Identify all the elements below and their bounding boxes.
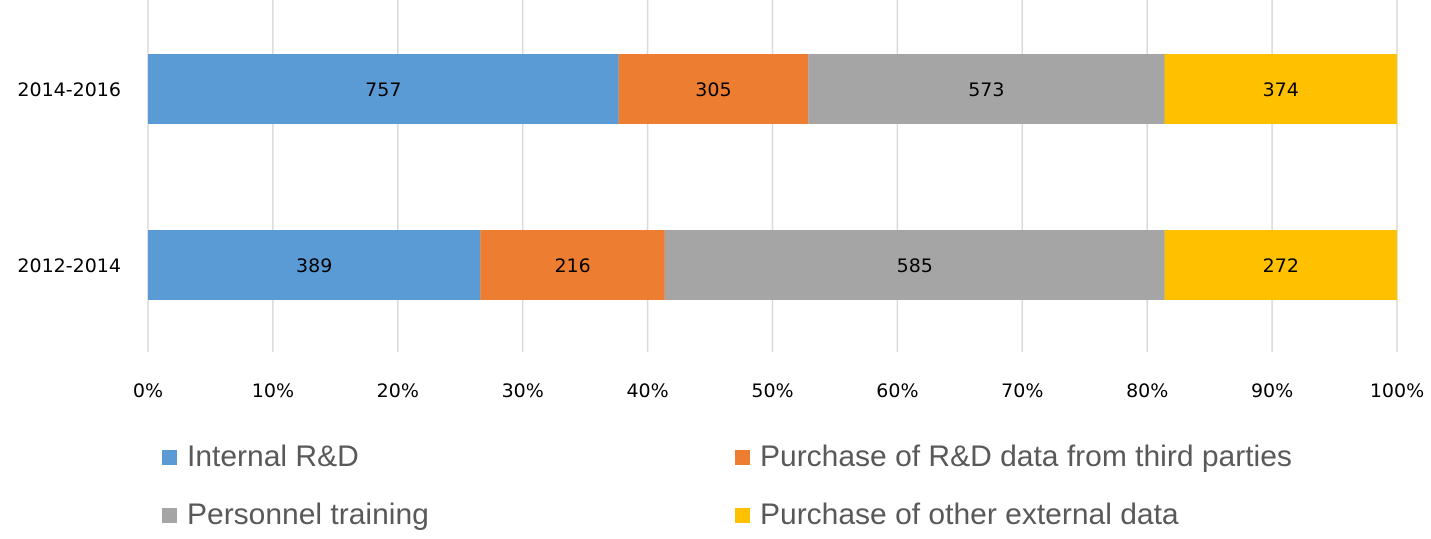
x-tick-label: 80% [1126, 380, 1168, 402]
x-tick-label: 100% [1370, 380, 1424, 402]
x-tick-label: 10% [252, 380, 294, 402]
bar-segment [808, 54, 1165, 124]
x-tick-label: 50% [751, 380, 793, 402]
category-label: 2012-2014 [17, 255, 121, 277]
bar-segment [148, 230, 481, 300]
x-tick-label: 30% [502, 380, 544, 402]
bar-segment [618, 54, 809, 124]
data-label: 389 [296, 255, 332, 277]
bar-segment [1164, 230, 1397, 300]
bar-segment [148, 54, 619, 124]
category-label: 2014-2016 [17, 79, 121, 101]
data-label: 374 [1263, 79, 1299, 101]
x-tick-label: 20% [377, 380, 419, 402]
x-tick-label: 90% [1251, 380, 1293, 402]
x-tick-label: 60% [876, 380, 918, 402]
bar-segment [1164, 54, 1397, 124]
data-label: 305 [695, 79, 731, 101]
x-tick-label: 70% [1001, 380, 1043, 402]
data-label: 216 [554, 255, 590, 277]
x-tick-label: 40% [626, 380, 668, 402]
data-label: 757 [365, 79, 401, 101]
bar-segment [664, 230, 1165, 300]
bar-segment [480, 230, 665, 300]
x-tick-label: 0% [133, 380, 163, 402]
data-label: 573 [968, 79, 1004, 101]
data-label: 272 [1263, 255, 1299, 277]
data-label: 585 [897, 255, 933, 277]
